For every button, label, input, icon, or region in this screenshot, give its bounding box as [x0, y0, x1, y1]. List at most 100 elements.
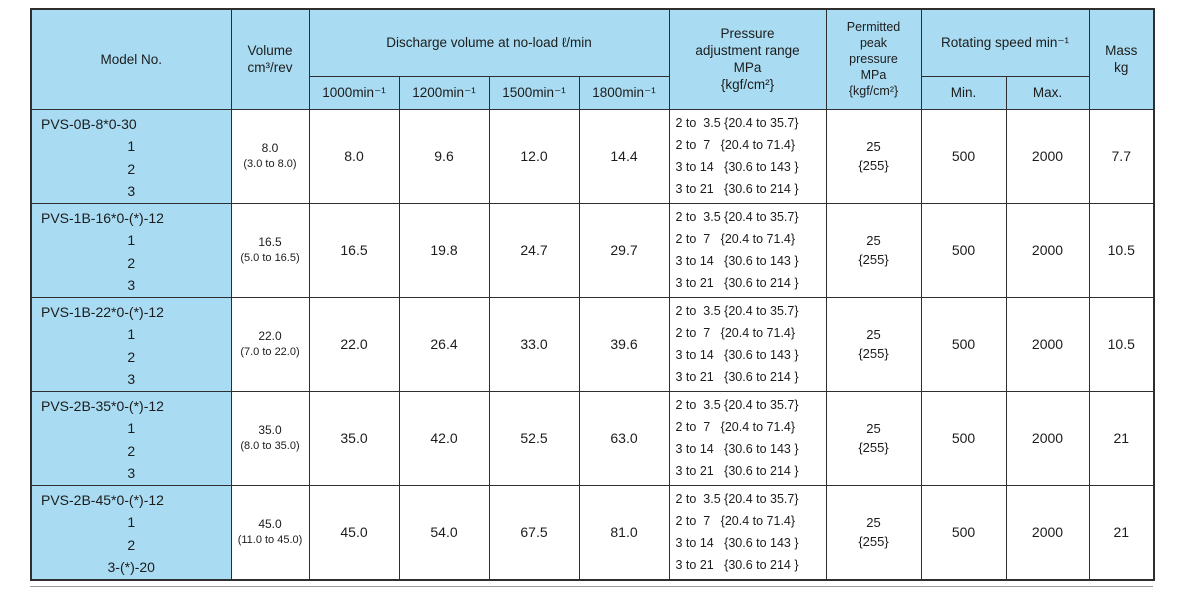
pump-spec-table: Model No. Volume cm³/rev Discharge volum…	[30, 8, 1155, 581]
table-row: PVS-1B-22*0-(*)-12 1 2 3 22.0 (7.0 to 22…	[30, 296, 1155, 392]
model-variant: 1	[127, 326, 136, 342]
model-variant: 1	[127, 138, 136, 154]
mass-cell: 21	[1088, 484, 1155, 580]
col-header-mass: Mass kg	[1088, 8, 1155, 110]
table-row: PVS-2B-35*0-(*)-12 1 2 3 35.0 (8.0 to 35…	[30, 390, 1155, 486]
model-variant: 2	[127, 160, 136, 177]
model-number: PVS-0B-8*0-30	[41, 115, 137, 132]
peak-header-line: MPa	[860, 68, 887, 83]
speed-min-cell: 500	[920, 202, 1007, 298]
model-variant: 2	[127, 254, 136, 271]
pressure-line: 2 to 3.5 {20.4 to 35.7}	[675, 492, 799, 506]
model-cell: PVS-2B-35*0-(*)-12 1 2 3	[30, 390, 232, 486]
peak-pressure-cell: 25 {255}	[825, 390, 922, 486]
discharge-1500-cell: 12.0	[488, 108, 580, 204]
speed-max-cell: 2000	[1005, 296, 1090, 392]
volume-range: (3.0 to 8.0)	[243, 158, 297, 170]
model-variant: 3-(*)-20	[107, 559, 155, 575]
speed-max-cell: 2000	[1005, 484, 1090, 580]
pressure-header-line: {kgf/cm²}	[720, 77, 775, 93]
model-cell: PVS-1B-16*0-(*)-12 1 2 3	[30, 202, 232, 298]
peak-kgf: {255}	[858, 158, 889, 173]
pressure-line: 2 to 7 {20.4 to 71.4}	[675, 420, 796, 434]
model-variant: 2	[127, 348, 136, 365]
pressure-line: 3 to 14 {30.6 to 143 }	[675, 348, 799, 362]
pressure-range-cell: 2 to 3.5 {20.4 to 35.7} 2 to 7 {20.4 to …	[668, 108, 827, 204]
discharge-1800-cell: 63.0	[578, 390, 670, 486]
discharge-1800-cell: 14.4	[578, 108, 670, 204]
volume-cell: 8.0 (3.0 to 8.0)	[230, 108, 310, 204]
volume-value: 8.0	[261, 141, 279, 155]
volume-range: (11.0 to 45.0)	[237, 534, 303, 546]
pressure-line: 2 to 3.5 {20.4 to 35.7}	[675, 116, 799, 130]
volume-range: (5.0 to 16.5)	[240, 252, 300, 264]
pressure-line: 3 to 14 {30.6 to 143 }	[675, 160, 799, 174]
col-header-model: Model No.	[30, 8, 232, 110]
peak-pressure-cell: 25 {255}	[825, 108, 922, 204]
peak-pressure-cell: 25 {255}	[825, 202, 922, 298]
volume-value: 22.0	[258, 329, 282, 343]
col-header-1800min: 1800min⁻¹	[578, 75, 670, 110]
pressure-line: 3 to 21 {30.6 to 214 }	[675, 558, 799, 572]
model-variant: 2	[127, 442, 136, 459]
mass-cell: 10.5	[1088, 202, 1155, 298]
discharge-1800-cell: 81.0	[578, 484, 670, 580]
peak-mpa: 25	[866, 515, 881, 530]
speed-max-cell: 2000	[1005, 202, 1090, 298]
col-header-pressure-adjustment: Pressure adjustment range MPa {kgf/cm²}	[668, 8, 827, 110]
peak-mpa: 25	[866, 327, 881, 342]
speed-min-cell: 500	[920, 296, 1007, 392]
col-header-discharge: Discharge volume at no-load ℓ/min	[308, 8, 670, 77]
col-header-1500min: 1500min⁻¹	[488, 75, 580, 110]
col-header-1000min: 1000min⁻¹	[308, 75, 400, 110]
volume-range: (7.0 to 22.0)	[240, 346, 300, 358]
discharge-1500-cell: 33.0	[488, 296, 580, 392]
peak-mpa: 25	[866, 139, 881, 154]
pressure-line: 2 to 7 {20.4 to 71.4}	[675, 514, 796, 528]
mass-cell: 10.5	[1088, 296, 1155, 392]
speed-max-cell: 2000	[1005, 108, 1090, 204]
col-header-rotating-speed: Rotating speed min⁻¹	[920, 8, 1090, 77]
pressure-line: 2 to 3.5 {20.4 to 35.7}	[675, 398, 799, 412]
model-variant: 3	[127, 277, 136, 293]
volume-cell: 35.0 (8.0 to 35.0)	[230, 390, 310, 486]
discharge-1200-cell: 42.0	[398, 390, 490, 486]
pressure-line: 3 to 14 {30.6 to 143 }	[675, 254, 799, 268]
speed-max-cell: 2000	[1005, 390, 1090, 486]
volume-cell: 22.0 (7.0 to 22.0)	[230, 296, 310, 392]
discharge-1500-cell: 24.7	[488, 202, 580, 298]
discharge-1000-cell: 35.0	[308, 390, 400, 486]
pressure-line: 3 to 21 {30.6 to 214 }	[675, 276, 799, 290]
table-body: PVS-0B-8*0-30 1 2 3 8.0 (3.0 to 8.0) 8.0…	[30, 108, 1155, 580]
model-variant: 3	[127, 183, 136, 199]
pressure-line: 2 to 7 {20.4 to 71.4}	[675, 232, 796, 246]
col-header-speed-max: Max.	[1005, 75, 1090, 110]
volume-header-line: Volume	[247, 43, 293, 59]
model-variant: 1	[127, 514, 136, 530]
discharge-1000-cell: 22.0	[308, 296, 400, 392]
model-variant: 3	[127, 371, 136, 387]
peak-kgf: {255}	[858, 440, 889, 455]
discharge-1500-cell: 52.5	[488, 390, 580, 486]
volume-range: (8.0 to 35.0)	[240, 440, 300, 452]
mass-cell: 21	[1088, 390, 1155, 486]
discharge-1200-cell: 19.8	[398, 202, 490, 298]
model-number: PVS-2B-45*0-(*)-12	[41, 491, 164, 508]
model-variant: 2	[127, 536, 136, 553]
model-variant: 1	[127, 232, 136, 248]
model-cell: PVS-1B-22*0-(*)-12 1 2 3	[30, 296, 232, 392]
volume-value: 35.0	[258, 423, 282, 437]
peak-kgf: {255}	[858, 346, 889, 361]
pressure-header-line: Pressure	[720, 26, 775, 42]
col-header-peak-pressure: Permitted peak pressure MPa {kgf/cm²}	[825, 8, 922, 110]
col-header-model-label: Model No.	[100, 51, 163, 67]
volume-cell: 16.5 (5.0 to 16.5)	[230, 202, 310, 298]
discharge-1000-cell: 8.0	[308, 108, 400, 204]
header-row-2: 1000min⁻¹ 1200min⁻¹ 1500min⁻¹ 1800min⁻¹ …	[31, 75, 1154, 110]
model-number: PVS-1B-16*0-(*)-12	[41, 209, 164, 226]
pressure-line: 3 to 21 {30.6 to 214 }	[675, 464, 799, 478]
pressure-line: 3 to 21 {30.6 to 214 }	[675, 370, 799, 384]
model-number: PVS-1B-22*0-(*)-12	[41, 303, 164, 320]
volume-cell: 45.0 (11.0 to 45.0)	[230, 484, 310, 580]
pump-spec-table-container: Model No. Volume cm³/rev Discharge volum…	[30, 8, 1155, 587]
